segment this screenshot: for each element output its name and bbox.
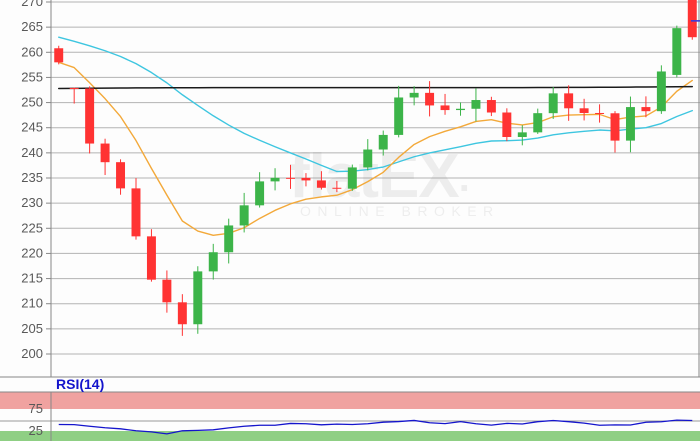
svg-text:230: 230 [21,195,43,210]
svg-text:25: 25 [29,423,43,438]
svg-text:RSI(14): RSI(14) [56,376,104,392]
svg-text:75: 75 [29,401,43,416]
svg-text:270: 270 [21,0,43,9]
svg-text:200: 200 [21,346,43,361]
svg-text:265: 265 [21,19,43,34]
svg-text:flatEX.: flatEX. [289,142,469,211]
svg-text:235: 235 [21,170,43,185]
svg-text:ONLINE BROKER: ONLINE BROKER [300,203,500,219]
svg-text:260: 260 [21,44,43,59]
svg-text:250: 250 [21,95,43,110]
svg-text:240: 240 [21,145,43,160]
svg-text:255: 255 [21,69,43,84]
svg-text:225: 225 [21,220,43,235]
svg-text:205: 205 [21,321,43,336]
svg-text:245: 245 [21,120,43,135]
svg-text:220: 220 [21,245,43,260]
svg-text:210: 210 [21,296,43,311]
svg-text:215: 215 [21,271,43,286]
